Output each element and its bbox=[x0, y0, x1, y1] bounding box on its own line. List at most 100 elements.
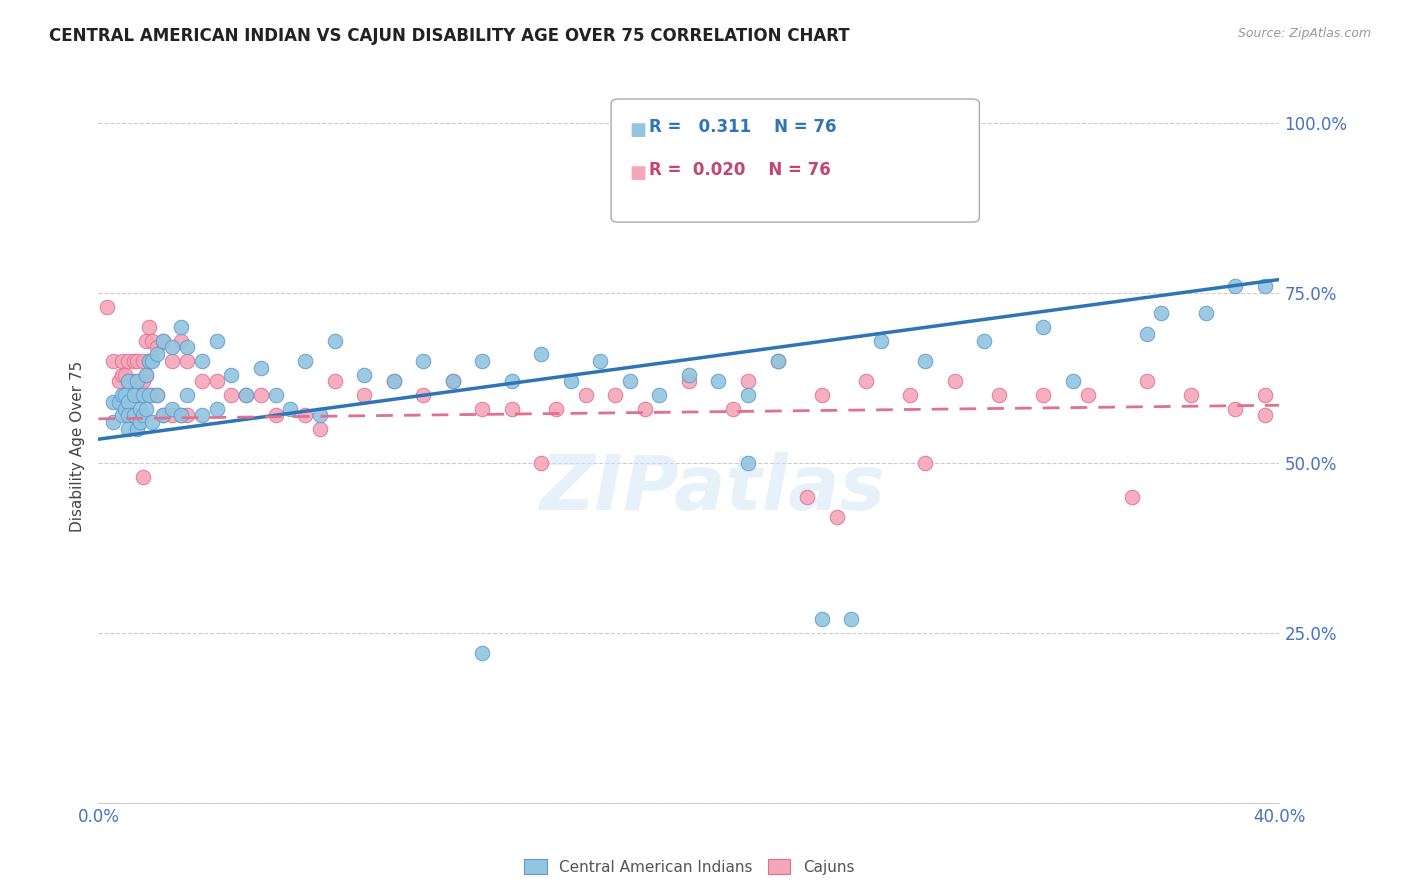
Point bbox=[108, 375, 131, 389]
Point bbox=[205, 334, 228, 348]
Point bbox=[1032, 388, 1054, 402]
Point bbox=[135, 334, 157, 348]
Point bbox=[111, 354, 134, 368]
Point bbox=[132, 409, 155, 423]
Point bbox=[176, 409, 198, 423]
Text: ZIPatlas: ZIPatlas bbox=[540, 452, 886, 525]
Point bbox=[191, 375, 214, 389]
Text: CENTRAL AMERICAN INDIAN VS CAJUN DISABILITY AGE OVER 75 CORRELATION CHART: CENTRAL AMERICAN INDIAN VS CAJUN DISABIL… bbox=[49, 27, 849, 45]
Point bbox=[323, 375, 346, 389]
Point bbox=[125, 422, 148, 436]
Point bbox=[146, 388, 169, 402]
Point bbox=[605, 388, 627, 402]
Point bbox=[382, 375, 405, 389]
Point bbox=[138, 320, 160, 334]
Point bbox=[501, 375, 523, 389]
Point bbox=[619, 375, 641, 389]
Point bbox=[135, 368, 157, 382]
Point bbox=[353, 388, 375, 402]
Point bbox=[122, 409, 145, 423]
Point bbox=[117, 422, 139, 436]
Point bbox=[1254, 388, 1277, 402]
Point bbox=[162, 341, 183, 355]
Point bbox=[162, 409, 183, 423]
Point bbox=[1223, 279, 1246, 293]
Point bbox=[170, 409, 193, 423]
Point bbox=[117, 388, 139, 402]
Point bbox=[471, 354, 494, 368]
Point bbox=[125, 409, 148, 423]
Point bbox=[471, 401, 494, 416]
Point bbox=[1180, 388, 1202, 402]
Point bbox=[219, 388, 242, 402]
Point bbox=[530, 456, 553, 470]
Point bbox=[943, 375, 966, 389]
Point bbox=[114, 401, 136, 416]
Point bbox=[914, 456, 936, 470]
Point bbox=[235, 388, 257, 402]
Point bbox=[141, 354, 163, 368]
Point bbox=[114, 388, 136, 402]
Point bbox=[530, 347, 553, 361]
Point bbox=[111, 368, 134, 382]
Y-axis label: Disability Age Over 75: Disability Age Over 75 bbox=[69, 360, 84, 532]
Text: R =  0.020    N = 76: R = 0.020 N = 76 bbox=[650, 161, 831, 178]
Point bbox=[125, 375, 148, 389]
Point bbox=[678, 368, 700, 382]
Point bbox=[141, 388, 163, 402]
Point bbox=[633, 401, 655, 416]
Point bbox=[162, 354, 183, 368]
Point bbox=[1223, 401, 1246, 416]
Point bbox=[132, 388, 155, 402]
Point bbox=[309, 409, 332, 423]
Point bbox=[132, 375, 155, 389]
Point bbox=[1135, 375, 1157, 389]
Point bbox=[1135, 326, 1157, 341]
Point bbox=[796, 490, 818, 504]
Point bbox=[1150, 306, 1173, 320]
Point bbox=[103, 394, 125, 409]
Point bbox=[560, 375, 582, 389]
Point bbox=[170, 320, 193, 334]
Point bbox=[648, 388, 671, 402]
Point bbox=[138, 354, 160, 368]
Point bbox=[117, 375, 139, 389]
Point bbox=[191, 409, 214, 423]
Point bbox=[294, 354, 316, 368]
Point bbox=[766, 354, 789, 368]
Point bbox=[111, 409, 134, 423]
Point bbox=[132, 469, 155, 483]
Legend: Central American Indians, Cajuns: Central American Indians, Cajuns bbox=[517, 853, 860, 880]
Point bbox=[973, 334, 995, 348]
Text: R =   0.311    N = 76: R = 0.311 N = 76 bbox=[650, 118, 837, 136]
Point bbox=[1121, 490, 1143, 504]
Point bbox=[152, 334, 174, 348]
Point bbox=[146, 341, 169, 355]
Point bbox=[122, 354, 145, 368]
Point bbox=[176, 354, 198, 368]
Point bbox=[103, 415, 125, 429]
Point bbox=[205, 375, 228, 389]
Point bbox=[766, 354, 789, 368]
Point bbox=[1254, 279, 1277, 293]
Point bbox=[152, 409, 174, 423]
Point bbox=[914, 354, 936, 368]
Point bbox=[810, 388, 832, 402]
Point bbox=[471, 646, 494, 660]
Point bbox=[353, 368, 375, 382]
Point bbox=[141, 334, 163, 348]
Point bbox=[294, 409, 316, 423]
Point bbox=[678, 375, 700, 389]
Point bbox=[501, 401, 523, 416]
Text: Source: ZipAtlas.com: Source: ZipAtlas.com bbox=[1237, 27, 1371, 40]
Point bbox=[264, 409, 287, 423]
Point bbox=[170, 334, 193, 348]
Text: ■: ■ bbox=[630, 164, 647, 182]
Point bbox=[441, 375, 464, 389]
Point bbox=[176, 341, 198, 355]
Point bbox=[574, 388, 596, 402]
Point bbox=[810, 612, 832, 626]
Point bbox=[103, 354, 125, 368]
Point bbox=[138, 388, 160, 402]
Point bbox=[117, 354, 139, 368]
